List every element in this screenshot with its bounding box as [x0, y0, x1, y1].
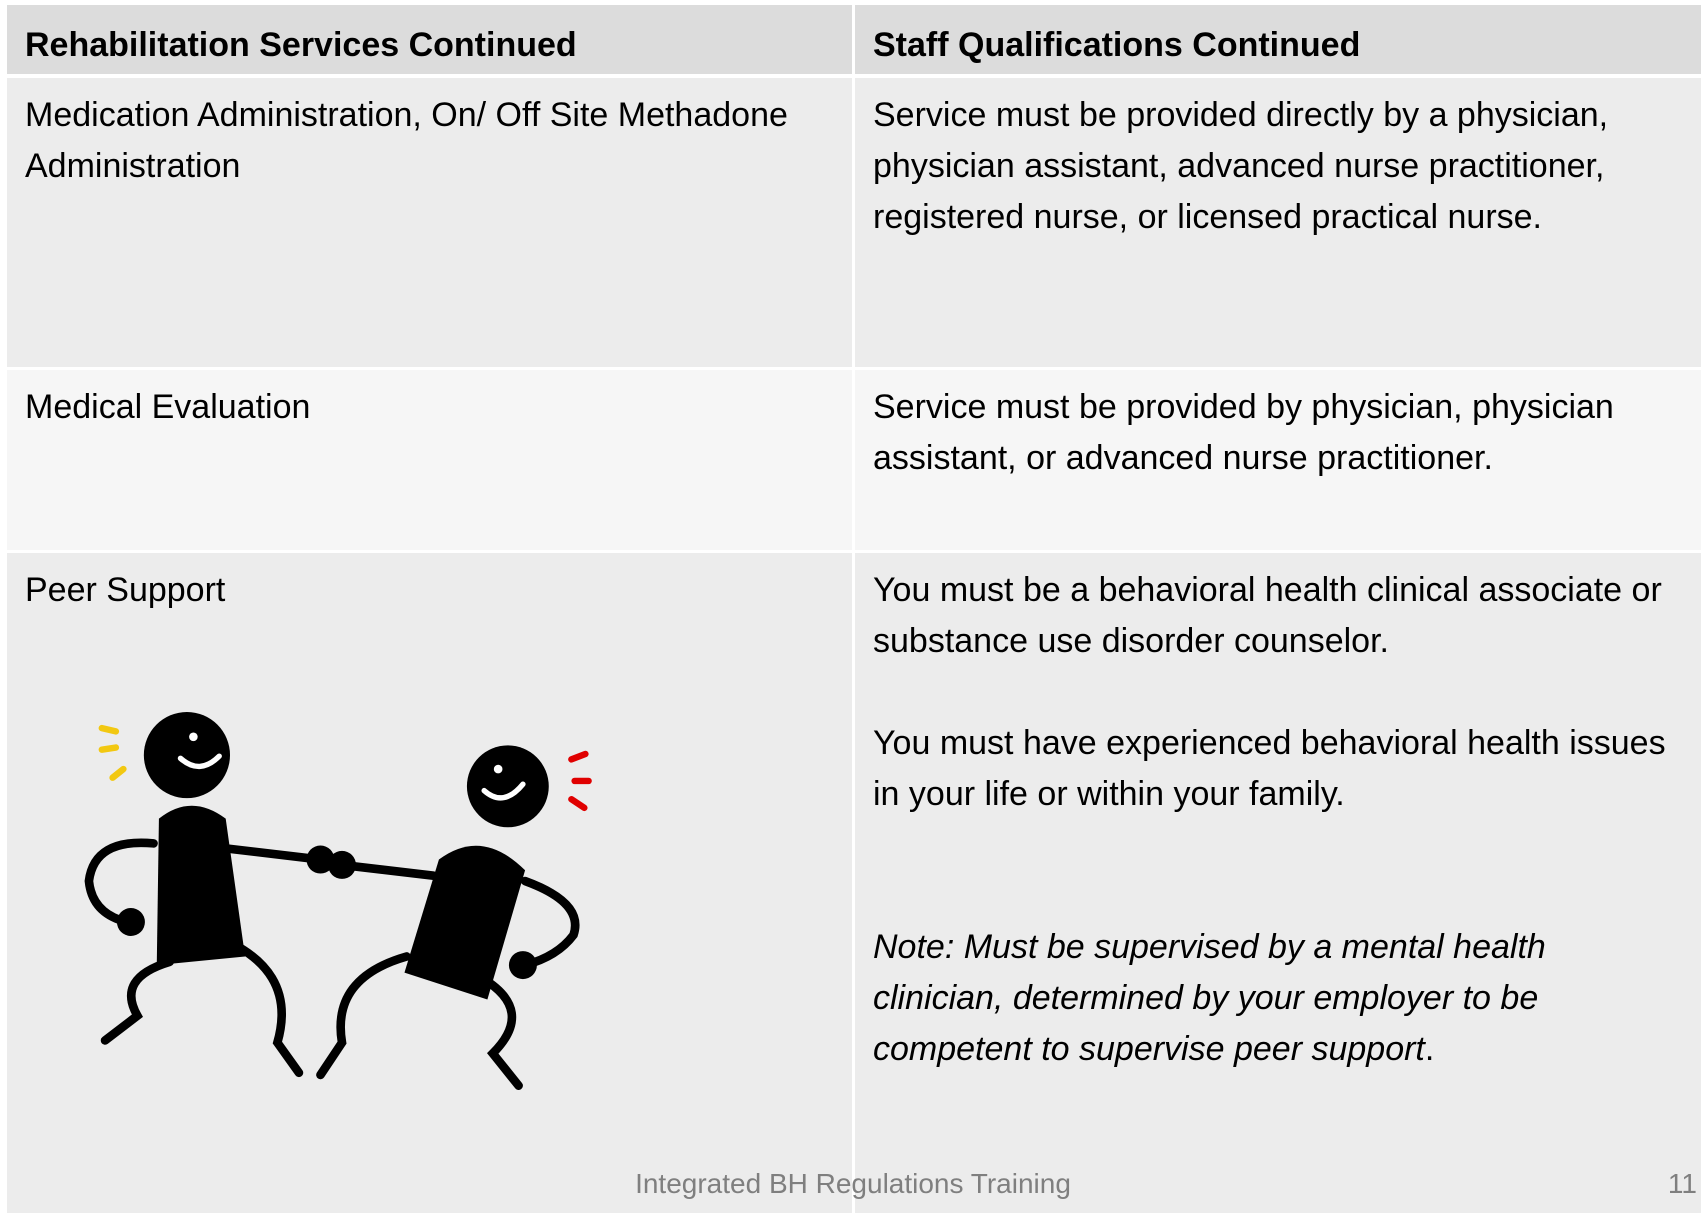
- note: Note: Must be supervised by a mental hea…: [873, 922, 1683, 1075]
- qualification-cell: You must be a behavioral health clinical…: [855, 553, 1701, 1213]
- note-text: Note: Must be supervised by a mental hea…: [873, 928, 1546, 1068]
- service-cell: Medication Administration, On/ Off Site …: [7, 78, 852, 367]
- header-cell: Rehabilitation Services Continued: [7, 5, 852, 74]
- note-end: .: [1424, 1030, 1435, 1068]
- qualification-cell: Service must be provided directly by a p…: [855, 78, 1701, 367]
- column-divider: [852, 5, 855, 1213]
- paragraph: Service must be provided directly by a p…: [873, 96, 1609, 236]
- header-cell: Staff Qualifications Continued: [855, 5, 1701, 74]
- service-cell: Medical Evaluation: [7, 370, 852, 550]
- peer-support-clipart: [84, 712, 592, 1090]
- paragraph: Service must be provided by physician, p…: [873, 388, 1614, 477]
- paragraph: You must have experienced behavioral hea…: [873, 724, 1666, 813]
- footer-text: Integrated BH Regulations Training: [635, 1168, 1071, 1199]
- qualification-cell: Service must be provided by physician, p…: [855, 370, 1701, 550]
- page-number: 11: [1667, 1168, 1697, 1199]
- service-text: Peer Support: [25, 571, 226, 609]
- paragraph: You must be a behavioral health clinical…: [873, 571, 1662, 660]
- service-cell: Peer Support: [7, 553, 852, 1213]
